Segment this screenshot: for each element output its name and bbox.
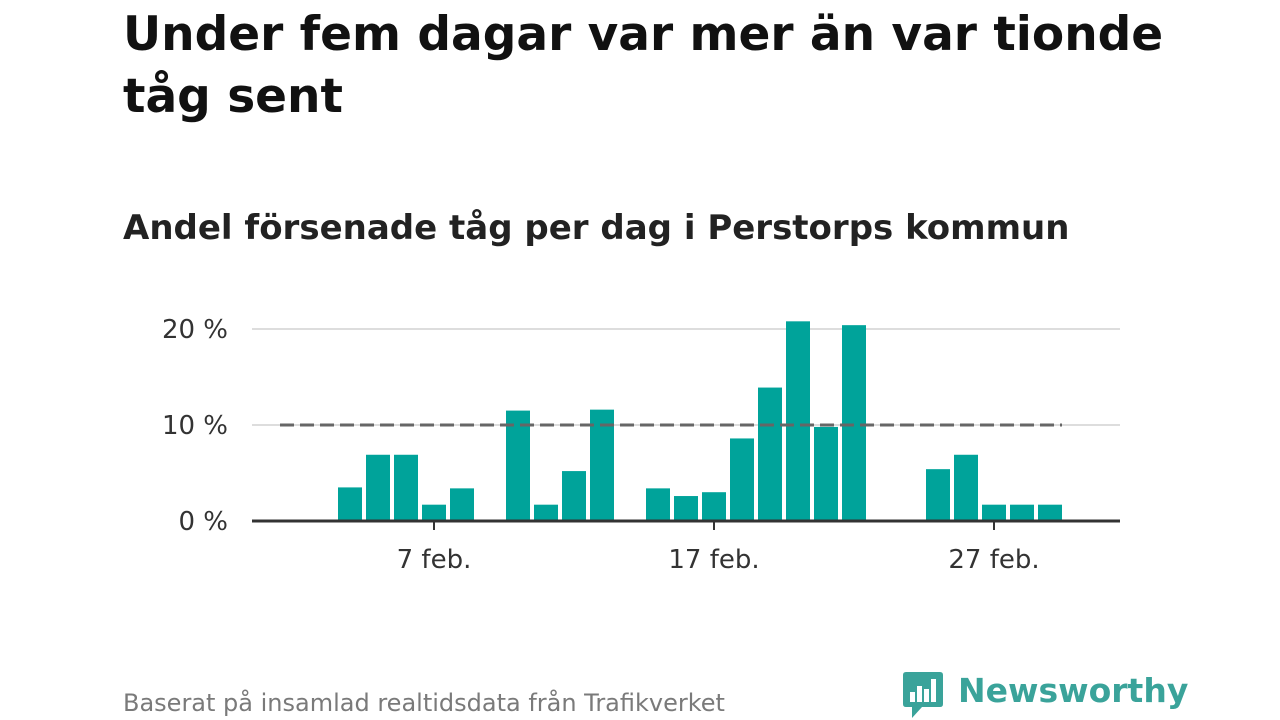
y-tick-label: 10 % (162, 411, 228, 441)
source-note: Baserat på insamlad realtidsdata från Tr… (123, 689, 725, 717)
x-tick-label: 17 feb. (668, 545, 759, 575)
bar (982, 504, 1006, 521)
bar (422, 504, 446, 521)
bar (366, 454, 390, 521)
bar (534, 504, 558, 521)
bar (394, 454, 418, 521)
bars (338, 321, 1062, 521)
chart-subtitle: Andel försenade tåg per dag i Perstorps … (123, 208, 1070, 248)
bar (954, 454, 978, 521)
y-tick-label: 20 % (162, 315, 228, 345)
newsworthy-logo-icon (903, 672, 943, 718)
bar (814, 426, 838, 521)
x-tick-label: 7 feb. (397, 545, 472, 575)
bar (1038, 504, 1062, 521)
bar (646, 488, 670, 521)
bar (674, 496, 698, 521)
bar (730, 438, 754, 521)
bar (702, 492, 726, 521)
chart-title: Under fem dagar var mer än var tionde tå… (123, 7, 1164, 124)
bar (1010, 504, 1034, 521)
bar (926, 469, 950, 521)
y-tick-label: 0 % (178, 507, 228, 537)
bar (786, 321, 810, 521)
gridlines (252, 328, 1120, 426)
axes: 0 % 10 % 20 % 7 feb. 17 feb. 27 feb. (162, 315, 1120, 575)
bar (338, 487, 362, 521)
bar (450, 488, 474, 521)
brand-name: Newsworthy (958, 671, 1189, 710)
bar (590, 409, 614, 521)
bar (562, 471, 586, 521)
bar (506, 410, 530, 521)
x-tick-label: 27 feb. (948, 545, 1039, 575)
brand-logo: Newsworthy (902, 670, 1188, 720)
bar (758, 387, 782, 521)
bar (842, 325, 866, 521)
